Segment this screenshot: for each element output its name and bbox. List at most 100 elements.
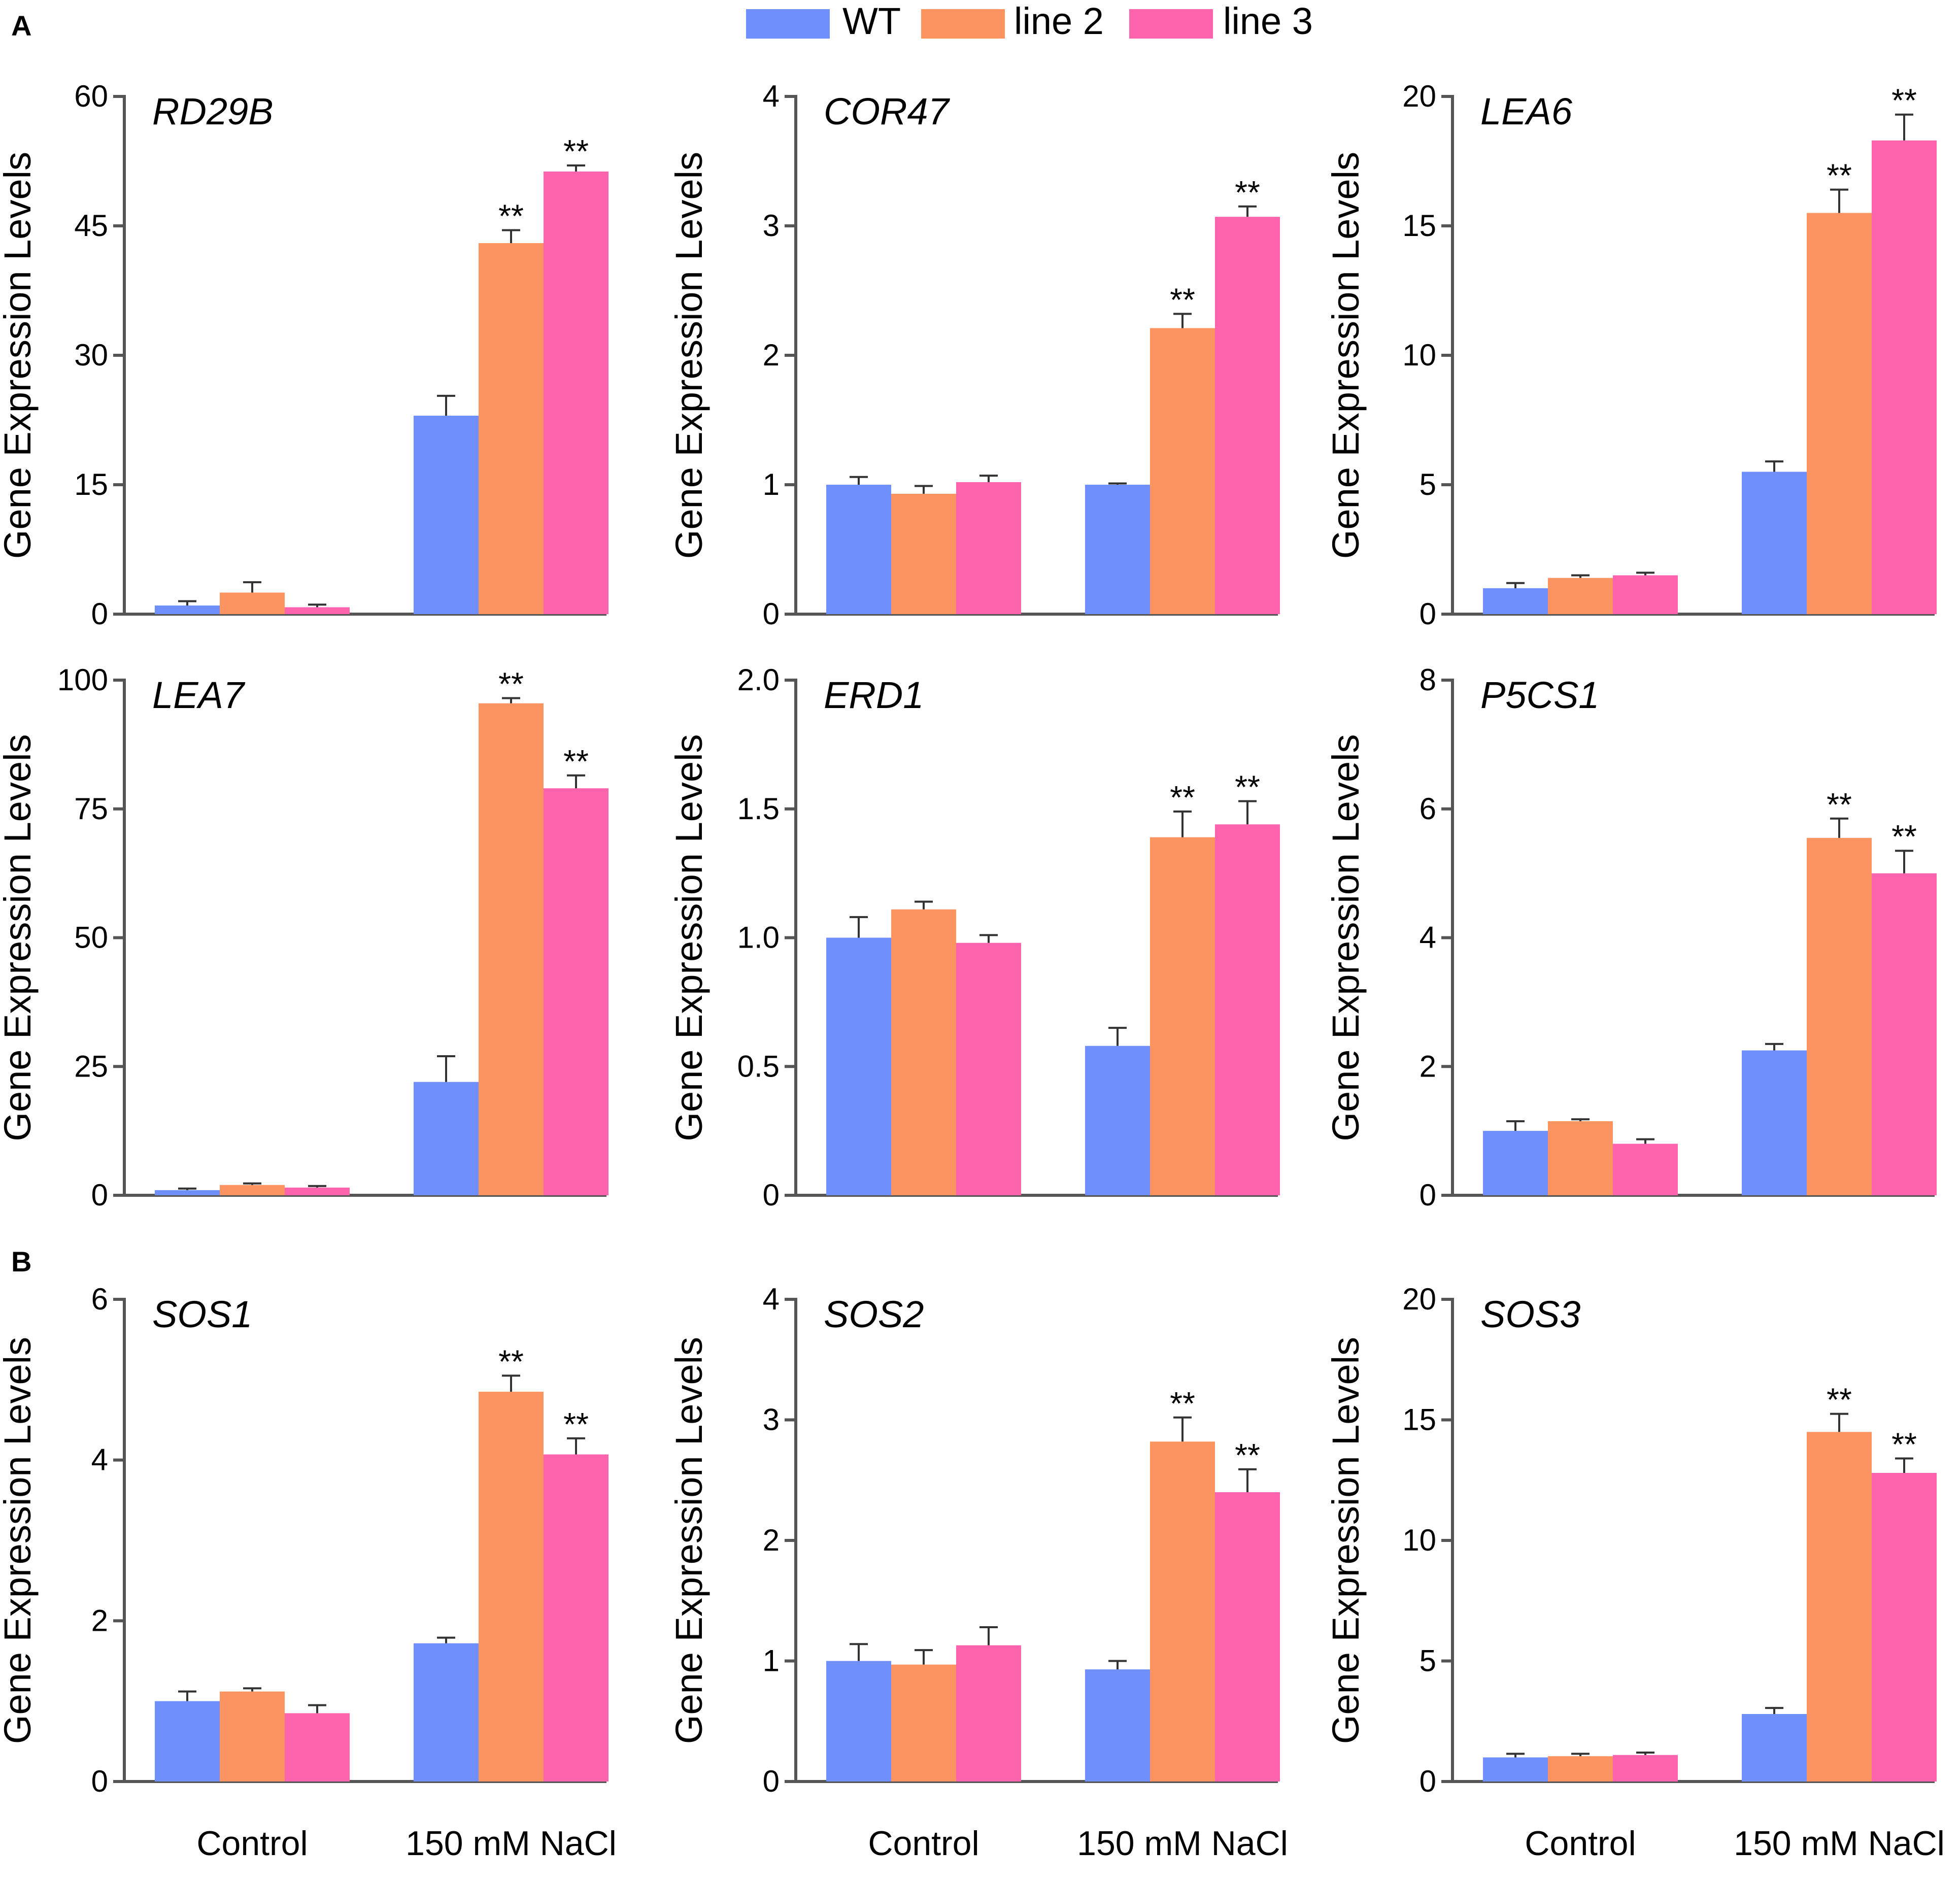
significance-marker: ** xyxy=(1891,1426,1917,1463)
chart-rd29b: 0 15 30 45 60 Gene Expression Levels RD29B ** ** xyxy=(0,79,609,631)
legend-swatch-line-3 xyxy=(1129,9,1213,39)
y-tick-label: 1 xyxy=(763,1644,780,1678)
bar-wt xyxy=(826,937,891,1195)
y-tick-label: 1.0 xyxy=(737,921,780,955)
y-tick-label: 2 xyxy=(763,338,780,372)
bar-line-3 xyxy=(1215,1492,1280,1782)
bar-line-2 xyxy=(1150,1441,1215,1782)
bar-line-2 xyxy=(1548,1756,1613,1782)
significance-marker: ** xyxy=(1170,281,1195,318)
chart-lea6: 0 5 10 15 20 Gene Expression Levels LEA6 ** ** xyxy=(1325,79,1937,631)
chart-title: LEA7 xyxy=(152,674,246,716)
significance-marker: ** xyxy=(1170,779,1195,816)
y-axis-label: Gene Expression Levels xyxy=(0,152,39,559)
y-tick-label: 4 xyxy=(763,1282,780,1316)
y-tick-label: 2 xyxy=(1420,1049,1436,1083)
bar-line-3 xyxy=(956,943,1021,1195)
significance-marker: ** xyxy=(563,1406,589,1442)
y-tick-label: 0 xyxy=(1420,1764,1436,1798)
y-tick-label: 8 xyxy=(1420,663,1436,697)
bar-line-3 xyxy=(544,1454,609,1782)
y-tick-label: 75 xyxy=(74,792,108,826)
x-category-label: Control xyxy=(1525,1824,1636,1863)
y-tick-label: 15 xyxy=(1402,1403,1436,1437)
chart-cor47: 0 1 2 3 4 Gene Expression Levels COR47 ** ** xyxy=(668,79,1280,631)
y-tick-label: 15 xyxy=(1402,209,1436,243)
bar-line-3 xyxy=(1613,575,1678,614)
y-tick-label: 4 xyxy=(1420,921,1436,955)
y-tick-label: 0 xyxy=(91,1178,108,1212)
bar-line-3 xyxy=(1215,217,1280,614)
bar-wt xyxy=(826,485,891,614)
bar-line-2 xyxy=(1150,837,1215,1195)
x-category-label: Control xyxy=(196,1824,308,1863)
x-category-label: Control xyxy=(868,1824,979,1863)
bar-line-2 xyxy=(479,703,544,1195)
bar-line-2 xyxy=(891,1664,956,1782)
y-tick-label: 0 xyxy=(763,597,780,631)
bar-line-2 xyxy=(220,1185,285,1195)
y-tick-label: 60 xyxy=(74,79,108,113)
chart-lea7: 0 25 50 75 100 Gene Expression Levels LEA7 ** ** xyxy=(0,663,609,1212)
bar-line-3 xyxy=(285,1713,350,1782)
significance-marker: ** xyxy=(1827,157,1852,194)
y-tick-label: 10 xyxy=(1402,338,1436,372)
y-tick-label: 3 xyxy=(763,209,780,243)
bar-line-3 xyxy=(285,607,350,614)
bar-line-3 xyxy=(1215,824,1280,1195)
y-tick-label: 5 xyxy=(1420,1644,1436,1678)
significance-marker: ** xyxy=(1170,1385,1195,1422)
y-tick-label: 10 xyxy=(1402,1523,1436,1557)
bar-wt xyxy=(1085,485,1150,614)
legend-label-wt: WT xyxy=(842,0,901,42)
bar-line-2 xyxy=(220,1691,285,1782)
bar-line-3 xyxy=(285,1187,350,1195)
y-tick-label: 0 xyxy=(91,1764,108,1798)
bar-line-2 xyxy=(891,493,956,614)
y-tick-label: 50 xyxy=(74,921,108,955)
y-tick-label: 0 xyxy=(91,597,108,631)
y-tick-label: 20 xyxy=(1402,79,1436,113)
y-tick-label: 6 xyxy=(1420,792,1436,826)
significance-marker: ** xyxy=(498,198,524,234)
y-axis-label: Gene Expression Levels xyxy=(0,734,39,1141)
bar-line-3 xyxy=(1872,140,1937,614)
y-axis-label: Gene Expression Levels xyxy=(1325,152,1367,559)
significance-marker: ** xyxy=(498,1343,524,1380)
y-tick-label: 45 xyxy=(74,209,108,243)
y-axis-label: Gene Expression Levels xyxy=(0,1337,39,1744)
chart-erd1: 0 0.5 1.0 1.5 2.0 Gene Expression Levels ERD1 *… xyxy=(668,663,1280,1212)
y-tick-label: 25 xyxy=(74,1049,108,1083)
y-tick-label: 6 xyxy=(91,1282,108,1316)
bar-wt xyxy=(1742,472,1807,614)
y-axis-label: Gene Expression Levels xyxy=(668,1337,710,1744)
chart-p5cs1: 0 2 4 6 8 Gene Expression Levels P5CS1 ** ** xyxy=(1325,663,1937,1212)
bar-wt xyxy=(826,1661,891,1782)
bar-line-2 xyxy=(220,592,285,614)
bar-line-3 xyxy=(1613,1144,1678,1195)
chart-title: ERD1 xyxy=(824,674,924,716)
y-tick-label: 100 xyxy=(57,663,108,697)
significance-marker: ** xyxy=(1891,82,1917,119)
chart-title: COR47 xyxy=(824,90,951,132)
y-tick-label: 1 xyxy=(763,467,780,501)
significance-marker: ** xyxy=(1235,769,1260,805)
bar-wt xyxy=(414,1082,479,1195)
chart-sos3: 0 5 10 15 20 Gene Expression Levels SOS3 Contro… xyxy=(1325,1282,1945,1863)
y-tick-label: 30 xyxy=(74,338,108,372)
y-tick-label: 5 xyxy=(1420,467,1436,501)
y-tick-label: 0 xyxy=(1420,1178,1436,1212)
bar-wt xyxy=(1483,1131,1548,1195)
x-category-label: 150 mM NaCl xyxy=(1734,1824,1945,1863)
bar-line-2 xyxy=(1807,213,1872,614)
panel-label-b: B xyxy=(11,1246,31,1278)
legend-label-line-2: line 2 xyxy=(1014,0,1104,42)
bar-wt xyxy=(1085,1669,1150,1782)
chart-sos2: 0 1 2 3 4 Gene Expression Levels SOS2 Control **… xyxy=(668,1282,1288,1863)
legend-swatch-wt xyxy=(746,9,830,39)
significance-marker: ** xyxy=(1235,1437,1260,1473)
y-tick-label: 4 xyxy=(91,1443,108,1477)
bar-wt xyxy=(414,416,479,614)
